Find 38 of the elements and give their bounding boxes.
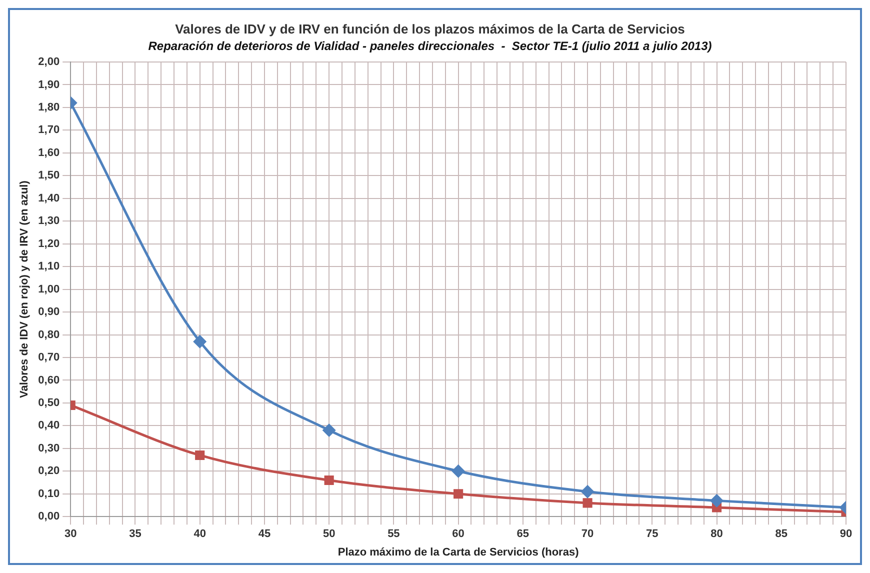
y-tick-label: 0,10 (38, 488, 60, 500)
y-tick-label: 1,10 (38, 260, 60, 273)
chart-subtitle: Reparación de deterioros de Vialidad - paneles direccionales - Sector TE-1 (julio 2011 a julio 2013) (148, 39, 712, 54)
y-tick-label: 1,30 (38, 215, 60, 228)
x-tick-label: 35 (129, 528, 142, 540)
y-tick-label: 0,70 (38, 352, 60, 364)
y-tick-label: 1,80 (38, 101, 60, 114)
y-tick-label: 2,00 (38, 56, 60, 68)
x-tick-label: 40 (194, 528, 206, 540)
y-tick-label: 0,40 (38, 420, 60, 432)
y-tick-label: 0,50 (38, 396, 60, 409)
y-tick-label: 1,00 (38, 283, 60, 296)
y-tick-label: 1,40 (38, 192, 60, 204)
chart-title: Valores de IDV y de IRV en función de los plazos máximos de la Carta de Servicios (175, 21, 685, 36)
y-tick-label: 0,80 (38, 328, 60, 341)
y-tick-label: 1,70 (38, 124, 60, 136)
y-tick-label: 1,60 (38, 146, 60, 159)
y-tick-label: 0,30 (38, 442, 60, 454)
x-tick-label: 55 (388, 528, 400, 540)
x-tick-label: 85 (775, 528, 788, 540)
y-tick-label: 0,60 (38, 374, 60, 386)
y-tick-label: 1,50 (38, 170, 60, 182)
x-tick-label: 90 (840, 528, 852, 540)
x-tick-label: 60 (452, 528, 464, 540)
y-tick-label: 0,90 (38, 306, 60, 318)
x-axis-title: Plazo máximo de la Carta de Servicios (horas) (338, 546, 580, 558)
x-tick-label: 50 (322, 528, 336, 540)
y-tick-label: 1,20 (38, 238, 60, 250)
x-tick-label: 30 (64, 528, 77, 540)
y-tick-label: 0,20 (38, 465, 60, 478)
x-tick-label: 80 (710, 528, 723, 540)
y-tick-label: 1,90 (38, 78, 60, 91)
y-tick-label: 0,00 (38, 510, 60, 523)
x-tick-label: 75 (646, 528, 658, 540)
y-axis-title: Valores de IDV (en rojo) y de IRV (en azul) (18, 180, 31, 398)
x-tick-label: 70 (581, 528, 594, 540)
x-tick-label: 65 (516, 528, 530, 540)
x-tick-label: 45 (258, 528, 271, 540)
